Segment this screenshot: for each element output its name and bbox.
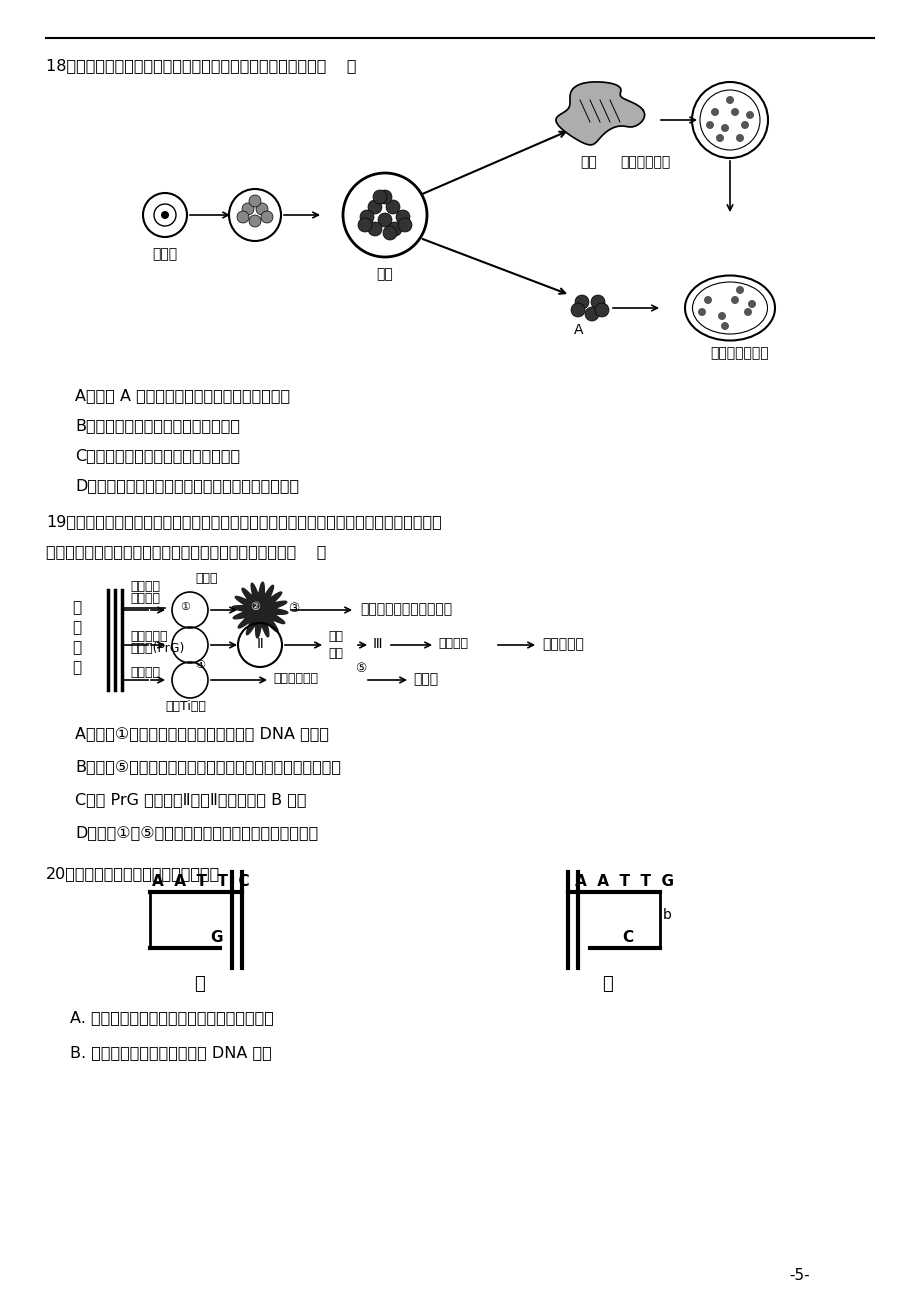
Circle shape — [725, 96, 733, 104]
Circle shape — [703, 296, 711, 303]
Circle shape — [161, 211, 169, 219]
Ellipse shape — [685, 276, 774, 341]
Circle shape — [691, 82, 767, 158]
Text: 受精卵: 受精卵 — [195, 572, 217, 585]
Text: 囊胚: 囊胚 — [376, 267, 393, 281]
Circle shape — [398, 217, 412, 232]
Text: C．将 PrG 导入细胞Ⅱ，则Ⅱ最可能是浆 B 细胞: C．将 PrG 导入细胞Ⅱ，则Ⅱ最可能是浆 B 细胞 — [75, 792, 306, 807]
Circle shape — [735, 134, 743, 142]
Circle shape — [386, 201, 400, 214]
Text: 受精卵: 受精卵 — [153, 247, 177, 260]
Circle shape — [731, 296, 738, 303]
Circle shape — [735, 286, 743, 294]
Text: -5-: -5- — [789, 1268, 810, 1282]
Text: B．胚胎干细胞的体积和细胞核都较小: B．胚胎干细胞的体积和细胞核都较小 — [75, 418, 240, 434]
Text: 因: 因 — [72, 660, 81, 674]
Text: 基: 基 — [72, 641, 81, 655]
Text: B．图中⑤过程需要的培养基中一定含有植物激素和无机养料: B．图中⑤过程需要的培养基中一定含有植物激素和无机养料 — [75, 759, 341, 773]
Text: B. 甲、乙黏性末端可形成重组 DNA 分子: B. 甲、乙黏性末端可形成重组 DNA 分子 — [70, 1046, 271, 1060]
Circle shape — [698, 309, 705, 316]
Text: ①: ① — [180, 602, 190, 612]
Circle shape — [242, 203, 254, 215]
Text: 棉花受体细胞: 棉花受体细胞 — [273, 672, 318, 685]
Circle shape — [740, 121, 748, 129]
Text: 原始性腺细胞: 原始性腺细胞 — [619, 155, 670, 169]
Circle shape — [590, 296, 605, 309]
Circle shape — [720, 322, 728, 329]
Text: A  A  T  T  G: A A T T G — [574, 874, 674, 889]
Circle shape — [743, 309, 751, 316]
Text: A. 甲、乙黏性末端是由不同的限制酶切割而成: A. 甲、乙黏性末端是由不同的限制酶切割而成 — [70, 1010, 274, 1025]
Text: 单克隆抗体: 单克隆抗体 — [541, 637, 584, 651]
Text: 19．应用生物工程技术培育人们需要的生物新品种或新产品，提高了经济效益。下图表示培: 19．应用生物工程技术培育人们需要的生物新品种或新产品，提高了经济效益。下图表示… — [46, 514, 441, 529]
Circle shape — [745, 111, 754, 118]
Text: D．图中①～⑤过程中不是都发生了碱基互补配对现象: D．图中①～⑤过程中不是都发生了碱基互补配对现象 — [75, 825, 318, 840]
Circle shape — [249, 215, 261, 227]
Text: 筛选: 筛选 — [328, 647, 343, 660]
Text: D．利用胚胎干细胞培育的人造器官正在大规模应用: D．利用胚胎干细胞培育的人造器官正在大规模应用 — [75, 478, 299, 493]
Polygon shape — [232, 582, 288, 638]
Text: 乙: 乙 — [602, 975, 613, 993]
Text: C．胚胎干细胞可以增殖而不发生分化: C．胚胎干细胞可以增殖而不发生分化 — [75, 448, 240, 464]
Text: G: G — [210, 930, 222, 945]
Text: 的: 的 — [72, 620, 81, 635]
Circle shape — [368, 201, 381, 214]
Text: A  A  T  T  C: A A T T C — [152, 874, 249, 889]
Text: 控基因(PrG): 控基因(PrG) — [130, 642, 184, 655]
Circle shape — [372, 190, 387, 204]
Circle shape — [571, 303, 584, 316]
Text: 20．对图所示黏性末端的说法错误的是: 20．对图所示黏性末端的说法错误的是 — [46, 866, 220, 881]
Text: Ⅲ: Ⅲ — [372, 637, 382, 651]
Circle shape — [261, 211, 273, 223]
Circle shape — [378, 190, 391, 204]
Circle shape — [584, 307, 598, 322]
Text: Ⅱ: Ⅱ — [256, 637, 263, 651]
Circle shape — [747, 299, 755, 309]
Circle shape — [378, 214, 391, 227]
Text: 目: 目 — [72, 600, 81, 615]
Circle shape — [720, 124, 728, 132]
Circle shape — [595, 303, 608, 316]
Text: ⑤: ⑤ — [355, 661, 366, 674]
Text: 甲: 甲 — [195, 975, 205, 993]
Text: 无限增殖调: 无限增殖调 — [130, 630, 167, 643]
Circle shape — [249, 195, 261, 207]
Text: 重组Ti质粒: 重组Ti质粒 — [165, 700, 206, 713]
Text: 体外培养: 体外培养 — [437, 637, 468, 650]
Text: A．图中①过程需要的工具酶是限制酶和 DNA 聚合酶: A．图中①过程需要的工具酶是限制酶和 DNA 聚合酶 — [75, 727, 329, 741]
Text: 育生物新品种的过程，请据图判断下列叙述中不正确的是（    ）: 育生物新品种的过程，请据图判断下列叙述中不正确的是（ ） — [46, 544, 326, 559]
Text: ②: ② — [250, 602, 260, 612]
Circle shape — [388, 223, 402, 236]
Circle shape — [395, 210, 410, 224]
Circle shape — [715, 134, 723, 142]
Text: 转入人生长激素基因的牛: 转入人生长激素基因的牛 — [359, 602, 451, 616]
Circle shape — [357, 217, 371, 232]
Text: 18．如下图是胚胎干细胞分离途径示意图。下列说法正确的是（    ）: 18．如下图是胚胎干细胞分离途径示意图。下列说法正确的是（ ） — [46, 59, 357, 73]
Circle shape — [255, 203, 267, 215]
Circle shape — [710, 108, 719, 116]
Text: ③: ③ — [288, 602, 299, 615]
Circle shape — [382, 227, 397, 240]
Text: A．图中 A 所示细胞将来能够发育成胚膜和胎盘: A．图中 A 所示细胞将来能够发育成胚膜和胎盘 — [75, 388, 289, 404]
Text: 胎儿: 胎儿 — [579, 155, 596, 169]
Text: 激素基因: 激素基因 — [130, 592, 160, 605]
Circle shape — [731, 108, 738, 116]
Text: 抗虫棉: 抗虫棉 — [413, 672, 437, 686]
Text: 抗虫基因: 抗虫基因 — [130, 667, 160, 680]
Text: C: C — [621, 930, 632, 945]
Text: 胚胎干细胞培养: 胚胎干细胞培养 — [709, 346, 768, 359]
Circle shape — [717, 312, 725, 320]
Text: ④: ④ — [195, 660, 205, 671]
Polygon shape — [555, 82, 644, 145]
Circle shape — [705, 121, 713, 129]
Text: A: A — [573, 323, 583, 337]
Text: 人的生长: 人的生长 — [130, 579, 160, 592]
Text: b: b — [663, 907, 671, 922]
Circle shape — [368, 223, 381, 236]
Circle shape — [359, 210, 374, 224]
Text: 检测: 检测 — [328, 630, 343, 643]
Circle shape — [574, 296, 588, 309]
Circle shape — [237, 211, 249, 223]
